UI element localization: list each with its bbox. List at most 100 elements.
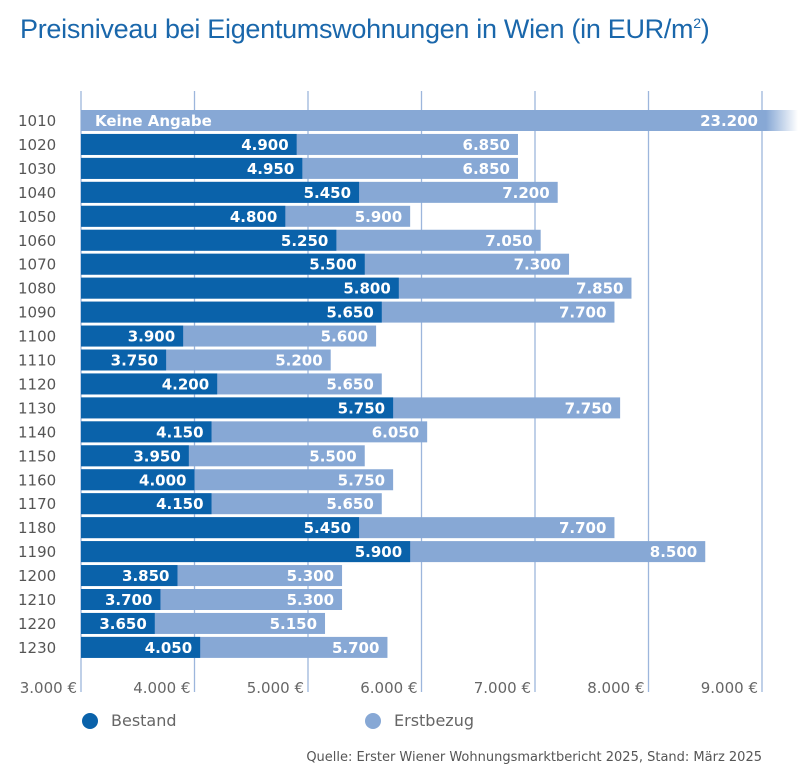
value-label-erstbezug: 7.300: [514, 256, 561, 274]
value-label-bestand: 5.250: [281, 232, 328, 250]
bar-bestand: [81, 133, 297, 155]
value-label-erstbezug: 6.850: [463, 136, 510, 154]
value-label-bestand: 3.900: [128, 328, 175, 346]
value-label-bestand: 4.800: [230, 208, 277, 226]
bar-bestand: [81, 493, 212, 515]
legend-item-erstbezug: Erstbezug: [365, 711, 474, 730]
category-label: 1190: [18, 543, 56, 561]
value-label-erstbezug: 5.300: [287, 591, 334, 609]
value-label-erstbezug: 23.200: [700, 112, 758, 130]
x-tick-label: 3.000 €: [20, 679, 77, 697]
value-label-bestand: 5.900: [355, 543, 402, 561]
category-label: 1150: [18, 447, 56, 465]
category-label: 1060: [18, 232, 56, 250]
category-label: 1040: [18, 184, 56, 202]
category-label: 1220: [18, 615, 56, 633]
bar-bestand: [81, 253, 365, 275]
bar-bestand: [81, 636, 201, 658]
bar-bestand: [81, 205, 286, 227]
value-label-bestand: 4.950: [247, 160, 294, 178]
bar-bestand: [81, 612, 155, 634]
x-tick-label: 4.000 €: [133, 679, 190, 697]
legend-label-erstbezug: Erstbezug: [394, 711, 474, 730]
category-label: 1030: [18, 160, 56, 178]
chart-title: Preisniveau bei Eigentumswohnungen in Wi…: [20, 14, 710, 45]
value-label-erstbezug: 8.500: [650, 543, 697, 561]
x-tick-label: 6.000 €: [360, 679, 417, 697]
value-label-bestand: 5.750: [338, 399, 385, 417]
value-label-bestand: 3.750: [111, 352, 158, 370]
x-tick-label: 8.000 €: [587, 679, 644, 697]
category-label: 1230: [18, 639, 56, 657]
legend-dot-bestand: [82, 712, 98, 729]
value-label-erstbezug: 6.850: [463, 160, 510, 178]
source-note: Quelle: Erster Wiener Wohnungsmarktberic…: [306, 750, 762, 765]
category-label: 1050: [18, 208, 56, 226]
bar-bestand: [81, 541, 411, 563]
value-label-bestand: 4.150: [156, 495, 203, 513]
category-label: 1140: [18, 423, 56, 441]
value-label-bestand: 5.650: [326, 304, 373, 322]
bar-erstbezug: [81, 110, 766, 131]
value-label-bestand: 4.200: [162, 375, 209, 393]
value-label-erstbezug: 7.200: [502, 184, 549, 202]
bar-bestand: [81, 181, 360, 203]
value-label-erstbezug: 5.900: [355, 208, 402, 226]
value-label-bestand: 3.650: [99, 615, 146, 633]
value-label-erstbezug: 5.300: [287, 567, 334, 585]
bar-bestand: [81, 373, 218, 395]
bar-bestand: [81, 445, 189, 467]
value-label-erstbezug: 5.500: [309, 447, 356, 465]
category-labels: 1010 1020 1030 1040 1050 1060 1070 1080 1090 1100…: [18, 112, 56, 657]
value-label-bestand: 4.000: [139, 471, 186, 489]
value-label-erstbezug: 6.050: [372, 423, 419, 441]
x-axis-ticks: 3.000 € 4.000 € 5.000 € 6.000 € 7.000 € 8.000…: [20, 679, 758, 697]
x-tick-label: 9.000 €: [701, 679, 758, 697]
value-label-erstbezug: 5.750: [338, 471, 385, 489]
bar-bestand: [81, 589, 161, 610]
x-tick-label: 5.000 €: [247, 679, 304, 697]
title-end: ): [700, 14, 710, 44]
bar-bestand: [81, 349, 167, 371]
category-label: 1170: [18, 495, 56, 513]
value-label-bestand: 3.950: [133, 447, 180, 465]
value-label-bestand: 5.800: [343, 280, 390, 298]
legend-item-bestand: Bestand: [82, 711, 177, 730]
value-label-erstbezug: 7.700: [559, 304, 606, 322]
value-label-erstbezug: 7.700: [559, 519, 606, 537]
value-label-bestand: 4.050: [145, 639, 192, 657]
category-label: 1010: [18, 112, 56, 130]
value-label-erstbezug: 5.650: [326, 495, 373, 513]
value-label-bestand: 3.700: [105, 591, 152, 609]
x-tick-label: 7.000 €: [474, 679, 531, 697]
category-label: 1110: [18, 352, 56, 370]
category-label: 1080: [18, 280, 56, 298]
legend-dot-erstbezug: [365, 712, 381, 729]
value-label-erstbezug: 5.600: [321, 328, 368, 346]
value-label-bestand: 4.150: [156, 423, 203, 441]
value-label-bestand: 4.900: [241, 136, 288, 154]
value-label-erstbezug: 5.200: [275, 352, 322, 370]
category-label: 1020: [18, 136, 56, 154]
value-label-erstbezug: 5.150: [270, 615, 317, 633]
legend-label-bestand: Bestand: [111, 711, 177, 730]
bar-bestand: [81, 229, 337, 251]
value-label-bestand: 5.450: [304, 519, 351, 537]
category-label: 1200: [18, 567, 56, 585]
bar-bestand: [81, 157, 303, 179]
value-labels: 23.200 Keine Angabe 6.850 4.900 6.850 4.950 7.…: [95, 112, 758, 657]
title-superscript: 2: [693, 15, 701, 31]
title-text: Preisniveau bei Eigentumswohnungen in Wi…: [20, 14, 694, 44]
value-label-erstbezug: 7.850: [576, 280, 623, 298]
value-label-erstbezug: 7.750: [565, 399, 612, 417]
bar-bestand: [81, 325, 184, 347]
bar-bestand: [81, 565, 178, 587]
bar-bestand: [81, 301, 382, 323]
value-label-erstbezug: 5.700: [332, 639, 379, 657]
bars: [81, 110, 798, 658]
value-label-bestand: 5.450: [304, 184, 351, 202]
bar-bestand: [81, 277, 399, 299]
value-label-bestand: 5.500: [309, 256, 356, 274]
category-label: 1120: [18, 375, 56, 393]
